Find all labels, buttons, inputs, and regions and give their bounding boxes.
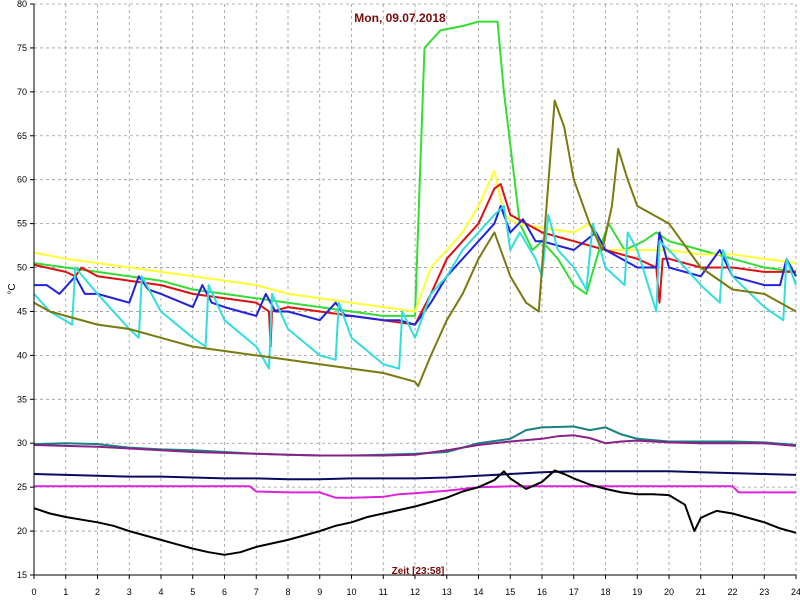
series-line-1 [33,20,797,317]
x-tick-label: 6 [222,587,227,597]
x-tick-label: 10 [346,587,356,597]
y-tick-label: 65 [17,131,27,141]
x-tick-label: 21 [696,587,706,597]
x-tick-label: 12 [410,587,420,597]
x-tick-label: 3 [127,587,132,597]
tick-labels: 0 1 2 3 4 5 6 7 8 9 10 11 12 13 14 15 16 17 18 19 20 21 22 23 24… [17,0,800,597]
x-tick-label: 4 [158,587,163,597]
series-line-11 [33,469,797,556]
y-tick-label: 50 [17,263,27,273]
y-tick-label: 55 [17,219,27,229]
y-tick-label: 45 [17,306,27,316]
y-tick-label: 20 [17,526,27,536]
x-tick-label: 24 [791,587,800,597]
x-tick-label: 18 [600,587,610,597]
x-axis-label: Zeit [23:58] [392,566,445,577]
x-tick-label: 16 [537,587,547,597]
y-tick-label: 30 [17,438,27,448]
y-tick-label: 80 [17,0,27,9]
x-tick-label: 1 [63,587,68,597]
x-tick-label: 11 [379,587,388,597]
y-tick-label: 70 [17,87,27,97]
x-tick-label: 14 [473,587,483,597]
series-line-3 [33,183,796,348]
y-axis-label: °C [7,283,18,294]
x-tick-label: 22 [727,587,737,597]
y-tick-label: 15 [17,570,27,580]
x-tick-label: 19 [632,587,642,597]
chart-title: Mon, 09.07.2018 [354,11,446,25]
y-tick-label: 25 [17,482,27,492]
x-tick-label: 13 [442,587,452,597]
series-line-5 [33,205,797,370]
series-line-10 [34,485,796,499]
x-tick-label: 2 [95,587,100,597]
x-tick-label: 0 [31,587,36,597]
x-tick-label: 8 [285,587,290,597]
x-tick-label: 5 [190,587,195,597]
x-tick-label: 15 [505,587,515,597]
x-tick-label: 17 [569,587,579,597]
y-tick-label: 60 [17,175,27,185]
series-line-9 [33,470,797,481]
series-line-6 [33,99,797,388]
x-tick-label: 23 [759,587,769,597]
x-tick-label: 20 [664,587,674,597]
y-tick-label: 75 [17,43,27,53]
data-series [33,20,797,556]
grid-lines [33,3,797,576]
y-tick-label: 40 [17,350,27,360]
series-line-8 [33,434,797,457]
y-tick-label: 35 [17,394,27,404]
series-line-2 [33,169,797,313]
x-tick-label: 7 [254,587,259,597]
x-tick-label: 9 [317,587,322,597]
